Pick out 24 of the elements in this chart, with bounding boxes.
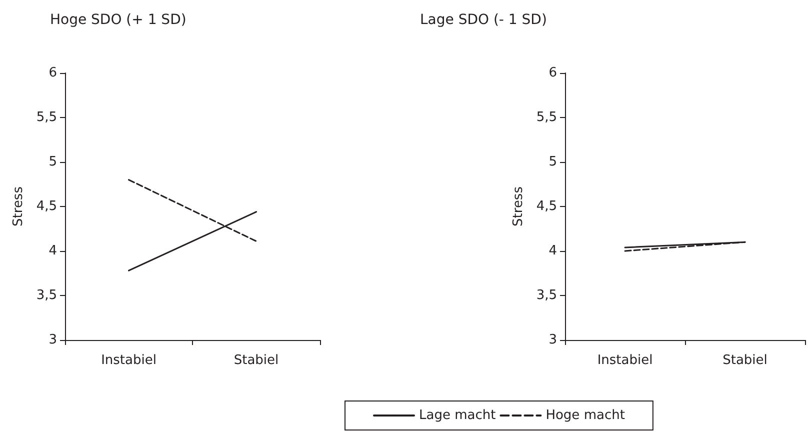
y-tick-label: 4 xyxy=(548,244,557,258)
y-tick-label: 3 xyxy=(48,332,57,348)
y-axis-title: Stress xyxy=(11,186,26,226)
y-tick-label: 3 xyxy=(548,332,557,348)
y-tick-label: 5 xyxy=(548,154,557,170)
y-axis-title: Stress xyxy=(511,186,526,226)
x-tick-label: Stabiel xyxy=(234,353,279,368)
y-tick-label: 4,5 xyxy=(536,199,557,214)
x-tick-label: Instabiel xyxy=(101,353,156,368)
chart-title: Hoge SDO (+ 1 SD) xyxy=(50,12,186,28)
chart-title: Lage SDO (- 1 SD) xyxy=(420,12,547,28)
x-tick-label: Instabiel xyxy=(597,353,653,368)
y-tick-label: 6 xyxy=(48,66,57,80)
y-tick-label: 5 xyxy=(48,154,57,170)
y-tick-label: 4 xyxy=(48,244,57,258)
y-tick-label: 4,5 xyxy=(36,199,57,214)
legend-label: Lage macht xyxy=(419,408,496,423)
y-tick-label: 5,5 xyxy=(536,110,557,125)
y-tick-label: 5,5 xyxy=(36,110,57,125)
y-tick-label: 3,5 xyxy=(536,288,557,303)
legend-label: Hoge macht xyxy=(546,408,625,423)
x-tick-label: Stabiel xyxy=(722,353,768,368)
y-tick-label: 6 xyxy=(548,66,557,80)
y-tick-label: 3,5 xyxy=(36,288,57,303)
